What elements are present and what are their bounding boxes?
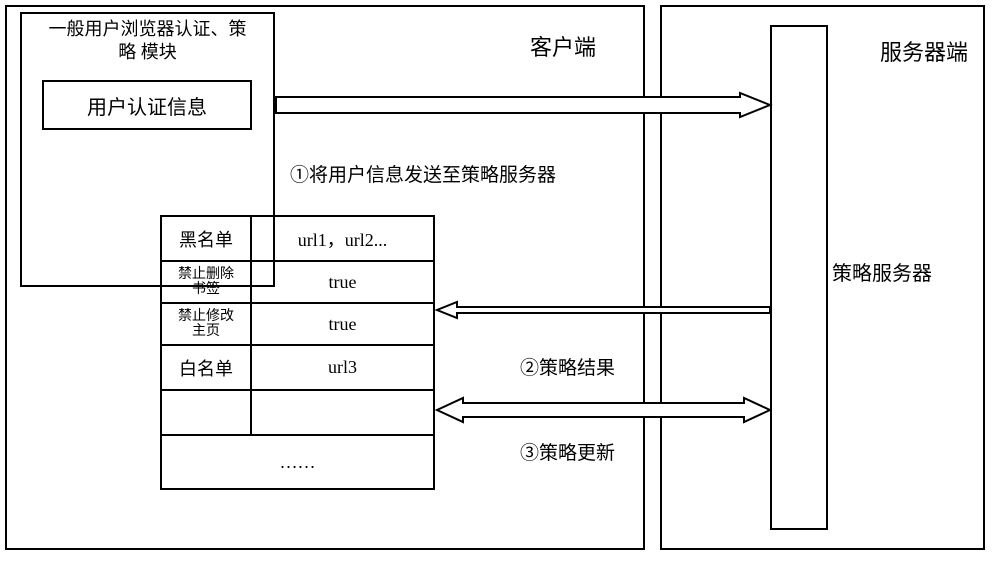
table-val — [252, 391, 433, 434]
auth-info-box: 用户认证信息 — [42, 80, 252, 130]
diagram-canvas: 客户端 服务器端 一般用户浏览器认证、策 略 模块 用户认证信息 策略服务器 ①… — [0, 0, 1000, 562]
table-row: 黑名单 url1，url2... — [162, 217, 433, 262]
table-key — [162, 391, 252, 434]
arrow-policy-result — [437, 302, 770, 318]
arrow-send-user-info — [276, 93, 770, 117]
auth-module-title-2: 略 模块 — [22, 41, 273, 64]
table-row: 白名单 url3 — [162, 346, 433, 391]
table-row — [162, 391, 433, 436]
table-key: 白名单 — [162, 346, 252, 389]
table-row: 禁止修改主页 true — [162, 304, 433, 346]
table-key: 黑名单 — [162, 217, 252, 260]
table-val: true — [252, 262, 433, 302]
table-val: true — [252, 304, 433, 344]
table-row: …… — [162, 436, 433, 488]
table-val: url3 — [252, 346, 433, 389]
table-val: url1，url2... — [252, 217, 433, 260]
table-row: 禁止删除书签 true — [162, 262, 433, 304]
auth-info-label: 用户认证信息 — [87, 91, 207, 120]
auth-module-title-1: 一般用户浏览器认证、策 — [22, 18, 273, 41]
server-label: 服务器端 — [880, 35, 968, 67]
arrow3-label: ③策略更新 — [520, 438, 615, 465]
arrow1-label: ①将用户信息发送至策略服务器 — [290, 160, 556, 187]
arrow-policy-update — [437, 398, 770, 422]
table-val-merged: …… — [162, 436, 433, 488]
table-key: 禁止修改主页 — [162, 304, 252, 344]
client-label: 客户端 — [530, 30, 596, 62]
arrow2-label: ②策略结果 — [520, 353, 615, 380]
policy-table: 黑名单 url1，url2... 禁止删除书签 true 禁止修改主页 true… — [160, 215, 435, 490]
table-key: 禁止删除书签 — [162, 262, 252, 302]
policy-server-label: 策略服务器 — [832, 262, 932, 286]
policy-server-box: 策略服务器 — [770, 25, 828, 530]
